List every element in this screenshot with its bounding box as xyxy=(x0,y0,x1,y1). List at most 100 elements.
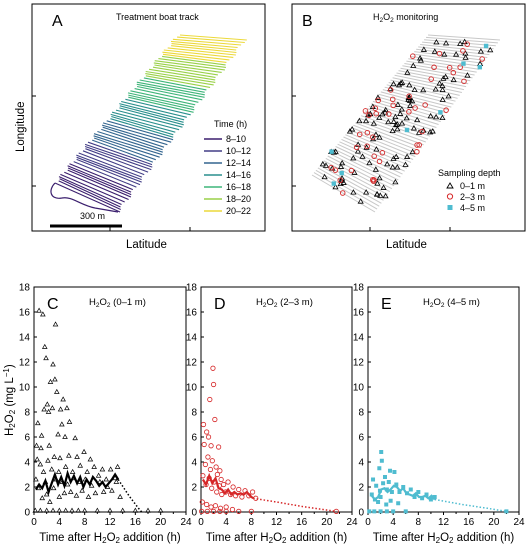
sample-marker-2-3m xyxy=(461,78,467,85)
data-point xyxy=(43,507,50,513)
data-point xyxy=(216,444,222,450)
sample-marker-0-1m xyxy=(359,153,366,159)
data-point xyxy=(371,477,376,482)
data-point xyxy=(204,429,210,435)
sample-marker-0-1m xyxy=(376,114,383,120)
sample-marker-2-3m xyxy=(372,105,379,111)
sample-marker-0-1m xyxy=(373,146,380,152)
y-tick-label: 4 xyxy=(358,458,364,469)
sample-marker-2-3m xyxy=(419,128,425,135)
data-point xyxy=(66,418,73,424)
sample-marker-0-1m xyxy=(319,160,326,167)
monitoring-track-line xyxy=(392,77,463,93)
y-tick-label: 18 xyxy=(19,283,31,294)
monitoring-track-line xyxy=(376,96,446,117)
data-point xyxy=(56,507,63,513)
sample-marker-2-3m xyxy=(370,177,376,183)
data-point xyxy=(388,468,393,473)
sample-marker-0-1m xyxy=(350,154,357,161)
y-tick-label: 2 xyxy=(358,483,364,494)
data-point xyxy=(408,487,413,492)
data-point xyxy=(369,492,374,497)
sample-marker-0-1m xyxy=(349,126,356,132)
data-point xyxy=(117,493,123,499)
legend-circle-icon xyxy=(446,193,454,200)
track-segment xyxy=(54,182,121,213)
y-tick-label: 12 xyxy=(19,358,31,369)
sample-marker-2-3m xyxy=(366,112,372,118)
data-point xyxy=(384,502,389,507)
data-point xyxy=(248,508,254,514)
data-point xyxy=(79,487,85,493)
track-segment xyxy=(158,58,226,68)
x-tick-label: 20 xyxy=(155,517,167,528)
sample-marker-0-1m xyxy=(404,153,411,159)
sample-marker-2-3m xyxy=(362,108,369,114)
y-tick-label: 0 xyxy=(24,508,30,519)
data-point xyxy=(210,381,217,388)
legend-label: 8–10 xyxy=(226,134,246,144)
data-point xyxy=(66,452,72,458)
sample-marker-0-1m xyxy=(394,164,401,170)
panel-a-legend-title: Time (h) xyxy=(214,119,247,129)
panel-b-title: H2O2 monitoring xyxy=(373,12,438,24)
sample-marker-0-1m xyxy=(392,121,400,128)
data-point xyxy=(37,507,44,513)
track-segment xyxy=(177,36,245,44)
sample-marker-4-5m xyxy=(438,110,443,115)
data-point xyxy=(41,406,47,412)
sample-marker-0-1m xyxy=(420,46,427,52)
panel-title: H2O2 (0–1 m) xyxy=(89,297,146,309)
sample-marker-4-5m xyxy=(339,170,344,176)
sample-marker-0-1m xyxy=(439,96,446,102)
track-segment xyxy=(119,105,184,123)
track-segment xyxy=(128,94,195,111)
track-segment xyxy=(93,135,160,158)
track-segment xyxy=(171,43,237,51)
data-point xyxy=(145,507,151,513)
panel-letter: C xyxy=(47,296,59,313)
monitoring-track-line xyxy=(321,162,386,198)
data-point xyxy=(391,509,396,514)
data-point xyxy=(37,461,44,467)
sample-marker-2-3m xyxy=(457,64,463,70)
data-point xyxy=(47,378,54,384)
data-point xyxy=(55,431,61,437)
sample-marker-0-1m xyxy=(417,57,424,63)
y-tick-label: 4 xyxy=(24,458,30,469)
x-tick-label: 24 xyxy=(180,517,192,528)
y-tick-label: 4 xyxy=(191,458,197,469)
monitoring-track-line xyxy=(317,167,382,204)
y-tick-label: 12 xyxy=(353,358,365,369)
sample-marker-0-1m xyxy=(376,134,383,140)
x-tick-label: 0 xyxy=(365,517,371,528)
boat-track-lines xyxy=(50,34,247,213)
sample-marker-4-5m xyxy=(404,127,410,133)
sample-marker-0-1m xyxy=(414,116,421,123)
sample-marker-2-3m xyxy=(375,97,382,104)
sample-marker-2-3m xyxy=(370,134,376,140)
data-point xyxy=(396,501,401,506)
scale-bar-label: 300 m xyxy=(80,211,105,221)
x-tick-label: 20 xyxy=(321,517,333,528)
y-tick-label: 6 xyxy=(358,433,364,444)
x-tick-label: 0 xyxy=(198,517,204,528)
y-tick-label: 0 xyxy=(191,508,197,519)
sample-marker-0-1m xyxy=(409,148,416,155)
track-segment xyxy=(119,107,184,126)
track-segment xyxy=(145,70,216,83)
monitoring-track-line xyxy=(410,55,481,67)
monitoring-track-line xyxy=(378,93,448,114)
panel-a-title: Treatment boat track xyxy=(116,12,199,22)
track-segment xyxy=(93,137,156,161)
sample-marker-0-1m xyxy=(464,72,471,78)
data-point xyxy=(67,488,74,494)
data-point xyxy=(200,473,206,479)
legend-label: 16–18 xyxy=(226,182,251,192)
sample-marker-0-1m xyxy=(404,69,411,75)
sample-marker-0-1m xyxy=(366,159,373,166)
sample-marker-0-1m xyxy=(407,102,414,108)
track-segment xyxy=(76,156,142,183)
track-segment xyxy=(130,90,196,106)
